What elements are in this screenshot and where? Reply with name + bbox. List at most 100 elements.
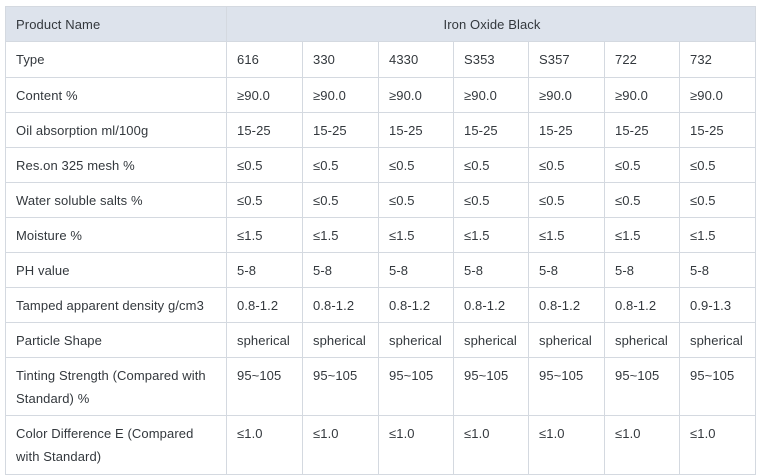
row-label: Color Difference E (Compared with Standa… [5,415,227,475]
value-cell: ≤1.0 [226,415,303,475]
value-cell: 5-8 [678,252,757,288]
product-spec-table: Product Name Iron Oxide Black Type 616 330… [5,6,757,475]
value-cell: spherical [302,322,379,358]
value-cell: 5-8 [453,252,529,288]
value-cell: 0.8-1.2 [528,287,605,323]
value-cell: 15-25 [378,112,454,148]
product-name-value: Iron Oxide Black [225,6,757,42]
value-cell: ≤0.5 [604,182,680,218]
value-cell: 5-8 [226,252,303,288]
value-cell: spherical [528,322,605,358]
value-cell: S357 [528,41,605,78]
row-label: Moisture % [5,217,227,253]
value-cell: 95~105 [453,357,529,416]
value-cell: ≤1.0 [528,415,605,475]
value-cell: 15-25 [528,112,605,148]
value-cell: 5-8 [378,252,454,288]
table-row: Res.on 325 mesh % ≤0.5 ≤0.5 ≤0.5 ≤0.5 ≤0.5 ≤0.… [5,147,757,183]
value-cell: ≥90.0 [302,77,379,113]
value-cell: S353 [453,41,529,78]
row-label: Particle Shape [5,322,227,358]
value-cell: 5-8 [302,252,379,288]
row-label: Res.on 325 mesh % [5,147,227,183]
value-cell: ≤1.0 [453,415,529,475]
table-row: Content % ≥90.0 ≥90.0 ≥90.0 ≥90.0 ≥90.0 ≥90.0 ≥… [5,77,757,113]
value-cell: 15-25 [604,112,680,148]
value-cell: ≤0.5 [678,147,757,183]
value-cell: 95~105 [302,357,379,416]
value-cell: ≤0.5 [226,182,303,218]
value-cell: ≤1.5 [302,217,379,253]
value-cell: spherical [604,322,680,358]
value-cell: ≥90.0 [453,77,529,113]
value-cell: 5-8 [528,252,605,288]
value-cell: 95~105 [378,357,454,416]
value-cell: 722 [604,41,680,78]
value-cell: 15-25 [302,112,379,148]
value-cell: 0.8-1.2 [378,287,454,323]
value-cell: ≤0.5 [528,182,605,218]
value-cell: ≤0.5 [378,182,454,218]
value-cell: ≤1.5 [678,217,757,253]
value-cell: spherical [226,322,303,358]
value-cell: ≤1.5 [528,217,605,253]
table-row: Oil absorption ml/100g 15-25 15-25 15-25 15-… [5,112,757,148]
value-cell: ≤0.5 [528,147,605,183]
value-cell: ≤1.0 [302,415,379,475]
value-cell: ≤1.5 [604,217,680,253]
value-cell: ≤1.5 [453,217,529,253]
value-cell: ≤1.0 [378,415,454,475]
value-cell: spherical [678,322,757,358]
row-label: PH value [5,252,227,288]
value-cell: ≤1.5 [378,217,454,253]
value-cell: ≤1.5 [226,217,303,253]
product-name-label: Product Name [5,6,227,42]
table-row: PH value 5-8 5-8 5-8 5-8 5-8 5-8 5-8 [5,252,757,288]
row-label: Tamped apparent density g/cm3 [5,287,227,323]
value-cell: ≤0.5 [453,182,529,218]
value-cell: 95~105 [678,357,757,416]
value-cell: 4330 [378,41,454,78]
value-cell: 15-25 [453,112,529,148]
value-cell: ≤0.5 [302,147,379,183]
value-cell: 0.9-1.3 [678,287,757,323]
table-row: Color Difference E (Compared with Standa… [5,415,757,475]
table-row: Tamped apparent density g/cm3 0.8-1.2 0.8-… [5,287,757,323]
value-cell: ≤0.5 [453,147,529,183]
value-cell: 5-8 [604,252,680,288]
table-row: Water soluble salts % ≤0.5 ≤0.5 ≤0.5 ≤0.5 ≤0.… [5,182,757,218]
row-label: Content % [5,77,227,113]
value-cell: ≥90.0 [604,77,680,113]
value-cell: ≤0.5 [678,182,757,218]
table-row: Tinting Strength (Compared with Standard… [5,357,757,416]
table-row: Moisture % ≤1.5 ≤1.5 ≤1.5 ≤1.5 ≤1.5 ≤1.5 ≤1.5 [5,217,757,253]
value-cell: ≤0.5 [302,182,379,218]
value-cell: 95~105 [226,357,303,416]
row-label: Oil absorption ml/100g [5,112,227,148]
value-cell: 15-25 [678,112,757,148]
value-cell: 330 [302,41,379,78]
value-cell: 95~105 [528,357,605,416]
value-cell: ≤0.5 [378,147,454,183]
value-cell: 15-25 [226,112,303,148]
value-cell: 0.8-1.2 [302,287,379,323]
value-cell: 0.8-1.2 [453,287,529,323]
table-header-row: Product Name Iron Oxide Black [5,6,757,42]
value-cell: ≥90.0 [378,77,454,113]
value-cell: ≥90.0 [678,77,757,113]
value-cell: ≤1.0 [678,415,757,475]
row-label: Tinting Strength (Compared with Standard… [5,357,227,416]
row-label: Water soluble salts % [5,182,227,218]
value-cell: ≥90.0 [528,77,605,113]
value-cell: spherical [378,322,454,358]
value-cell: ≤0.5 [604,147,680,183]
row-label: Type [5,41,227,78]
value-cell: ≥90.0 [226,77,303,113]
value-cell: 616 [226,41,303,78]
table-row: Type 616 330 4330 S353 S357 722 732 [5,41,757,78]
value-cell: 0.8-1.2 [604,287,680,323]
value-cell: ≤0.5 [226,147,303,183]
value-cell: 95~105 [604,357,680,416]
value-cell: 0.8-1.2 [226,287,303,323]
